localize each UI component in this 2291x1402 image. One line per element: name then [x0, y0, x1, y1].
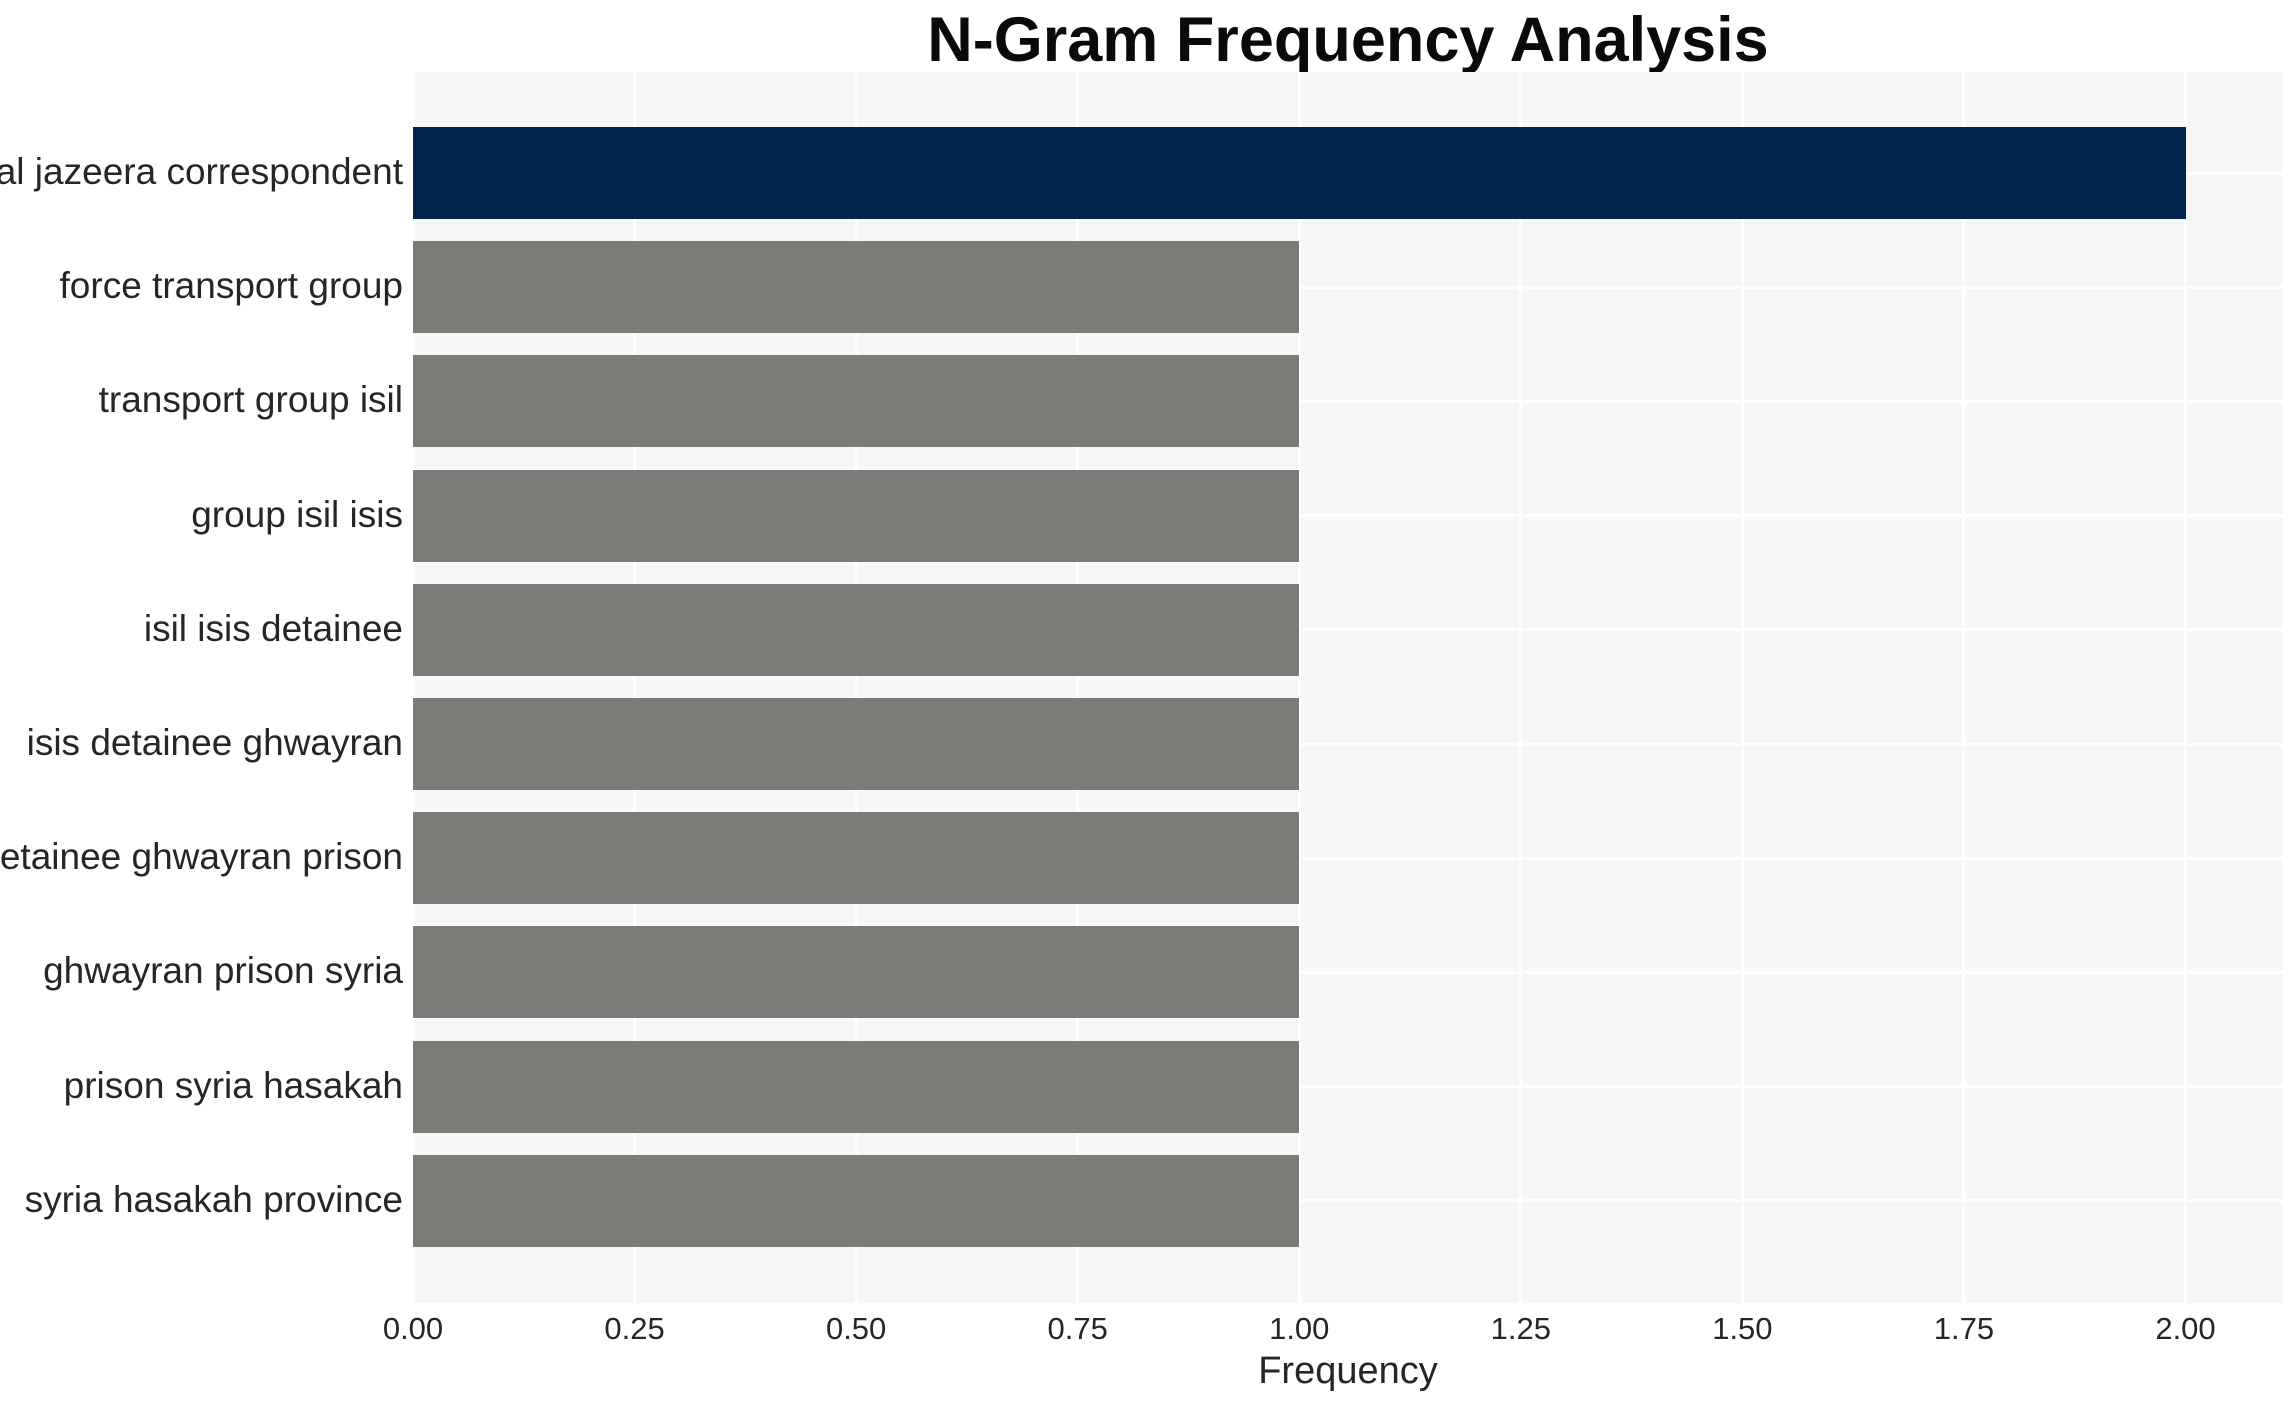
- horizontal-gridline: [413, 1085, 2283, 1089]
- horizontal-gridline: [413, 1199, 2283, 1203]
- bar: [413, 1040, 1300, 1133]
- vertical-gridline: [2184, 72, 2187, 1303]
- y-tick-label: detainee ghwayran prison: [0, 836, 403, 878]
- horizontal-gridline: [413, 628, 2283, 632]
- horizontal-gridline: [413, 514, 2283, 518]
- horizontal-gridline: [413, 399, 2283, 403]
- x-tick-label: 1.25: [1490, 1311, 1551, 1346]
- vertical-gridline: [1076, 72, 1080, 1303]
- horizontal-gridline: [413, 742, 2283, 746]
- x-tick-label: 0.50: [825, 1311, 887, 1346]
- y-tick-label: prison syria hasakah: [63, 1064, 403, 1106]
- bar: [413, 583, 1300, 676]
- bar: [413, 355, 1300, 448]
- y-tick-label: al jazeera correspondent: [0, 151, 403, 193]
- y-tick-label: group isil isis: [191, 493, 403, 535]
- x-axis-label: Frequency: [1258, 1350, 1438, 1392]
- bar: [413, 698, 1300, 790]
- y-tick-label: transport group isil: [98, 379, 403, 421]
- bar: [413, 241, 1300, 334]
- y-tick-label: force transport group: [59, 265, 403, 307]
- vertical-gridline: [1740, 72, 1744, 1303]
- y-tick-label: isis detainee ghwayran: [26, 722, 403, 764]
- x-tick-label: 1.00: [1269, 1311, 1330, 1346]
- y-tick-label: syria hasakah province: [24, 1178, 403, 1220]
- x-tick-label: 1.50: [1712, 1311, 1773, 1346]
- chart-title: N-Gram Frequency Analysis: [927, 5, 1769, 75]
- vertical-gridline: [633, 72, 637, 1303]
- horizontal-gridline: [413, 856, 2283, 860]
- bar: [413, 926, 1300, 1019]
- horizontal-gridline: [413, 285, 2283, 289]
- x-tick-label: 0.00: [382, 1311, 444, 1346]
- bar: [413, 1154, 1300, 1247]
- plot-area: [411, 72, 2283, 1303]
- vertical-gridline: [1962, 72, 1966, 1303]
- x-tick-label: 0.25: [604, 1311, 665, 1346]
- x-tick-label: 2.00: [2155, 1311, 2216, 1346]
- vertical-gridline: [411, 72, 415, 1303]
- bar: [413, 127, 2186, 219]
- horizontal-gridline: [413, 970, 2283, 974]
- y-tick-label: ghwayran prison syria: [43, 950, 403, 992]
- x-tick-label: 1.75: [1933, 1311, 1995, 1346]
- bar: [413, 812, 1300, 905]
- vertical-gridline: [1297, 72, 1301, 1303]
- y-tick-label: isil isis detainee: [143, 607, 403, 649]
- bar: [413, 469, 1300, 562]
- vertical-gridline: [854, 72, 858, 1303]
- vertical-gridline: [1519, 72, 1523, 1303]
- x-tick-label: 0.75: [1047, 1311, 1108, 1346]
